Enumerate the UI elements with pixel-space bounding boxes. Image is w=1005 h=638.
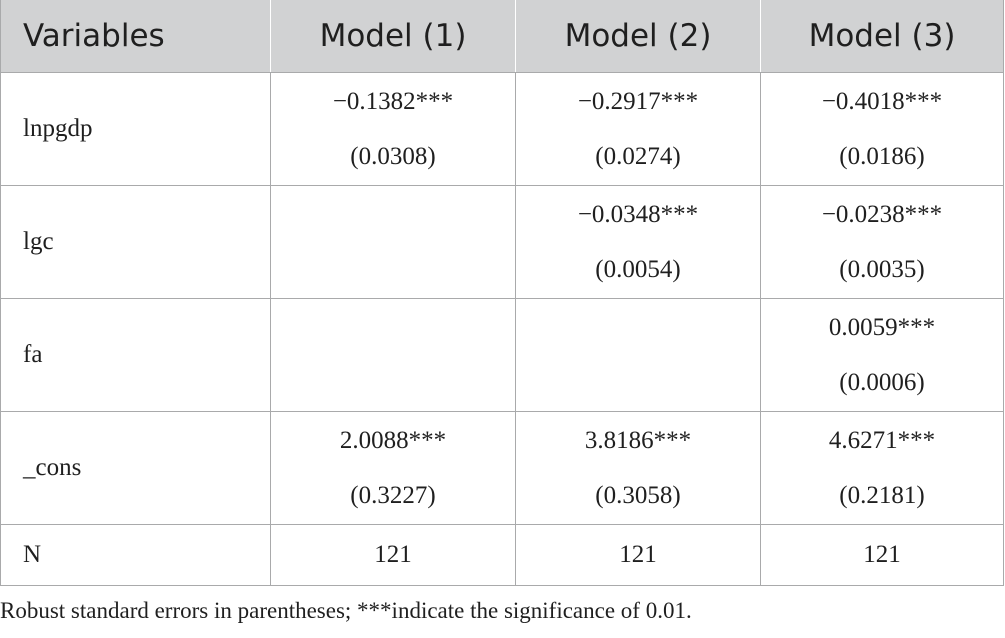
- variable-name: _cons: [0, 411, 271, 525]
- coefficient: 4.6271***: [828, 426, 936, 454]
- standard-error: (0.0308): [350, 142, 436, 170]
- estimate-cell: 3.8186*** (0.3058): [515, 411, 761, 525]
- observations-value: 121: [515, 524, 761, 586]
- standard-error: (0.2181): [839, 481, 925, 509]
- standard-error: (0.0186): [839, 142, 925, 170]
- estimate-cell: −0.2917*** (0.0274): [515, 72, 761, 186]
- header-row: Variables Model (1) Model (2) Model (3): [0, 0, 1004, 73]
- table-row: _cons 2.0088*** (0.3227) 3.8186*** (0.30…: [0, 411, 1004, 525]
- observations-row: N 121 121 121: [0, 524, 1004, 586]
- coefficient: −0.0238***: [821, 200, 943, 228]
- standard-error: (0.0274): [595, 142, 681, 170]
- table-row: lgc −0.0348*** (0.0054) −0.0238*** (0.00…: [0, 185, 1004, 299]
- standard-error: (0.0054): [595, 255, 681, 283]
- variable-name: fa: [0, 298, 271, 412]
- standard-error: (0.3227): [350, 481, 436, 509]
- standard-error: (0.3058): [595, 481, 681, 509]
- estimate-cell: −0.0348*** (0.0054): [515, 185, 761, 299]
- coefficient: −0.4018***: [821, 87, 943, 115]
- coefficient: 2.0088***: [339, 426, 447, 454]
- estimate-cell: 0.0059*** (0.0006): [760, 298, 1004, 412]
- header-variables: Variables: [0, 0, 271, 73]
- estimate-cell: [515, 298, 761, 412]
- header-model-2: Model (2): [515, 0, 761, 73]
- coefficient: −0.0348***: [577, 200, 699, 228]
- coefficient: −0.2917***: [577, 87, 699, 115]
- header-model-3: Model (3): [760, 0, 1004, 73]
- estimate-cell: 4.6271*** (0.2181): [760, 411, 1004, 525]
- header-model-1: Model (1): [270, 0, 516, 73]
- estimate-cell: 2.0088*** (0.3227): [270, 411, 516, 525]
- table-footnote: Robust standard errors in parentheses; *…: [0, 598, 692, 623]
- estimate-cell: [270, 185, 516, 299]
- coefficient: −0.1382***: [332, 87, 454, 115]
- estimate-cell: −0.4018*** (0.0186): [760, 72, 1004, 186]
- estimate-cell: −0.0238*** (0.0035): [760, 185, 1004, 299]
- table-row: lnpgdp −0.1382*** (0.0308) −0.2917*** (0…: [0, 72, 1004, 186]
- estimate-cell: [270, 298, 516, 412]
- observations-value: 121: [270, 524, 516, 586]
- observations-label: N: [0, 524, 271, 586]
- standard-error: (0.0035): [839, 255, 925, 283]
- regression-table: Variables Model (1) Model (2) Model (3) …: [0, 0, 1004, 586]
- variable-name: lgc: [0, 185, 271, 299]
- standard-error: (0.0006): [839, 368, 925, 396]
- variable-name: lnpgdp: [0, 72, 271, 186]
- observations-value: 121: [760, 524, 1004, 586]
- coefficient: 3.8186***: [584, 426, 692, 454]
- estimate-cell: −0.1382*** (0.0308): [270, 72, 516, 186]
- coefficient: 0.0059***: [828, 313, 936, 341]
- table-row: fa 0.0059*** (0.0006): [0, 298, 1004, 412]
